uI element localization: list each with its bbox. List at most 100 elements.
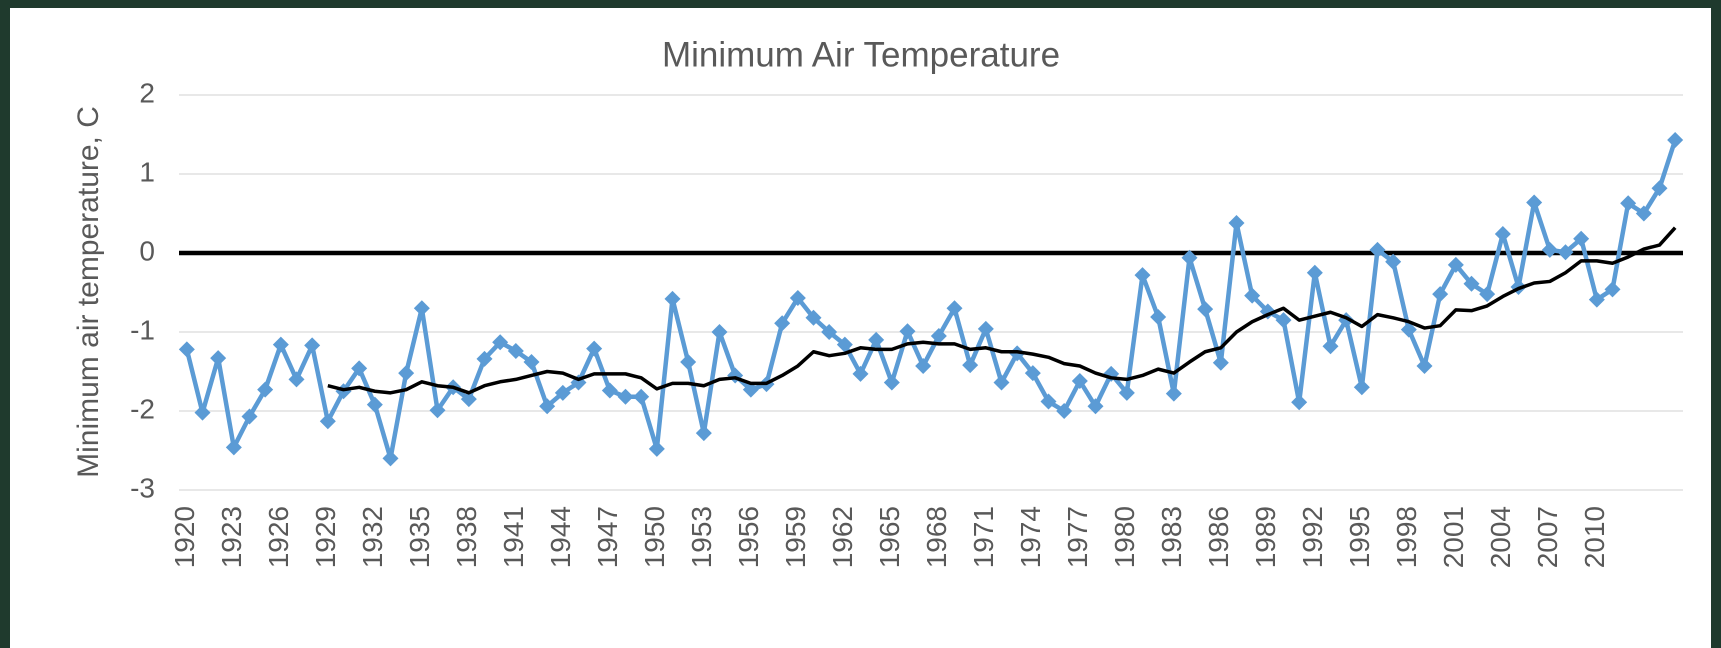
x-tick-label: 1947 (592, 506, 623, 568)
data-point (476, 350, 493, 367)
data-point (366, 396, 383, 413)
data-point (789, 290, 806, 307)
data-point (1087, 398, 1104, 415)
data-point (1573, 230, 1590, 247)
data-point (946, 300, 963, 317)
x-tick-label: 1959 (780, 506, 811, 568)
data-point (1667, 132, 1684, 149)
x-tick-label: 1920 (169, 506, 200, 568)
data-point (523, 354, 540, 371)
data-point (1040, 393, 1057, 410)
data-point (852, 365, 869, 382)
data-point (1291, 394, 1308, 411)
data-point (1306, 264, 1323, 281)
data-point (1620, 195, 1637, 212)
x-tick-label: 1986 (1203, 506, 1234, 568)
x-tick-label: 1935 (404, 506, 435, 568)
data-point (1118, 384, 1135, 401)
data-point (507, 342, 524, 359)
data-point (1228, 214, 1245, 231)
data-point (1353, 379, 1370, 396)
series-line (327, 226, 1677, 395)
data-point (821, 324, 838, 340)
y-tick-label: -3 (130, 472, 155, 503)
y-axis-label: Minimum air temperature, C (72, 106, 105, 478)
x-tick-label: 1980 (1109, 506, 1140, 568)
data-point (398, 365, 415, 382)
x-tick-label: 1968 (921, 506, 952, 568)
data-point (1024, 365, 1041, 382)
data-point (539, 398, 556, 415)
data-point (1432, 286, 1449, 303)
chart-title: Minimum Air Temperature (662, 35, 1060, 74)
data-point (836, 336, 853, 353)
data-point (711, 324, 728, 340)
x-tick-label: 1998 (1391, 506, 1422, 568)
data-point (1447, 256, 1464, 273)
x-tick-label: 1923 (216, 506, 247, 568)
data-point (241, 408, 258, 425)
data-point (617, 388, 634, 405)
data-point (1212, 354, 1229, 371)
data-point (695, 425, 712, 442)
data-point (1557, 244, 1574, 261)
y-tick-label: -1 (130, 314, 155, 345)
data-point (805, 309, 822, 326)
data-point (1385, 253, 1402, 270)
data-point (210, 350, 227, 367)
data-point (993, 374, 1010, 391)
x-tick-label: 2007 (1532, 506, 1563, 568)
x-tick-label: 1983 (1156, 506, 1187, 568)
x-tick-label: 1956 (733, 506, 764, 568)
data-point (1165, 385, 1182, 402)
data-point (1635, 205, 1652, 222)
x-tick-label: 1992 (1297, 506, 1328, 568)
y-tick-label: 1 (139, 156, 155, 187)
data-point (680, 354, 697, 371)
data-point (962, 357, 979, 374)
data-point (977, 320, 994, 337)
data-point (601, 382, 618, 399)
data-point (225, 439, 242, 456)
data-point (1604, 281, 1621, 298)
data-point (648, 440, 665, 457)
data-point (1588, 291, 1605, 308)
data-point (257, 381, 274, 398)
data-point (554, 384, 571, 401)
data-point (194, 404, 211, 421)
data-point (899, 323, 916, 340)
x-tick-label: 1953 (686, 506, 717, 568)
data-point (1150, 308, 1167, 325)
data-point (1651, 180, 1668, 197)
y-tick-label: -2 (130, 393, 155, 424)
data-point (178, 341, 195, 358)
y-tick-label: 0 (139, 235, 155, 266)
x-tick-label: 1977 (1062, 506, 1093, 568)
data-point (664, 290, 681, 307)
x-tick-label: 2010 (1579, 506, 1610, 568)
data-point (1056, 403, 1073, 419)
data-point (868, 331, 885, 348)
data-point (1322, 338, 1339, 355)
x-tick-label: 1932 (357, 506, 388, 568)
data-point (351, 360, 368, 377)
data-point (1244, 287, 1261, 304)
data-point (1197, 301, 1214, 318)
data-point (1463, 275, 1480, 292)
data-point (382, 450, 399, 467)
data-point (460, 391, 477, 408)
x-tick-label: 1941 (498, 506, 529, 568)
x-tick-label: 1965 (874, 506, 905, 568)
data-point (915, 357, 932, 374)
data-point (930, 327, 947, 344)
x-tick-label: 2004 (1485, 506, 1516, 568)
data-point (1134, 267, 1151, 284)
data-point (272, 336, 289, 353)
data-point (1275, 312, 1292, 329)
data-point (1416, 357, 1433, 374)
data-point (1541, 241, 1558, 258)
data-point (413, 300, 430, 317)
x-tick-label: 1971 (968, 506, 999, 568)
